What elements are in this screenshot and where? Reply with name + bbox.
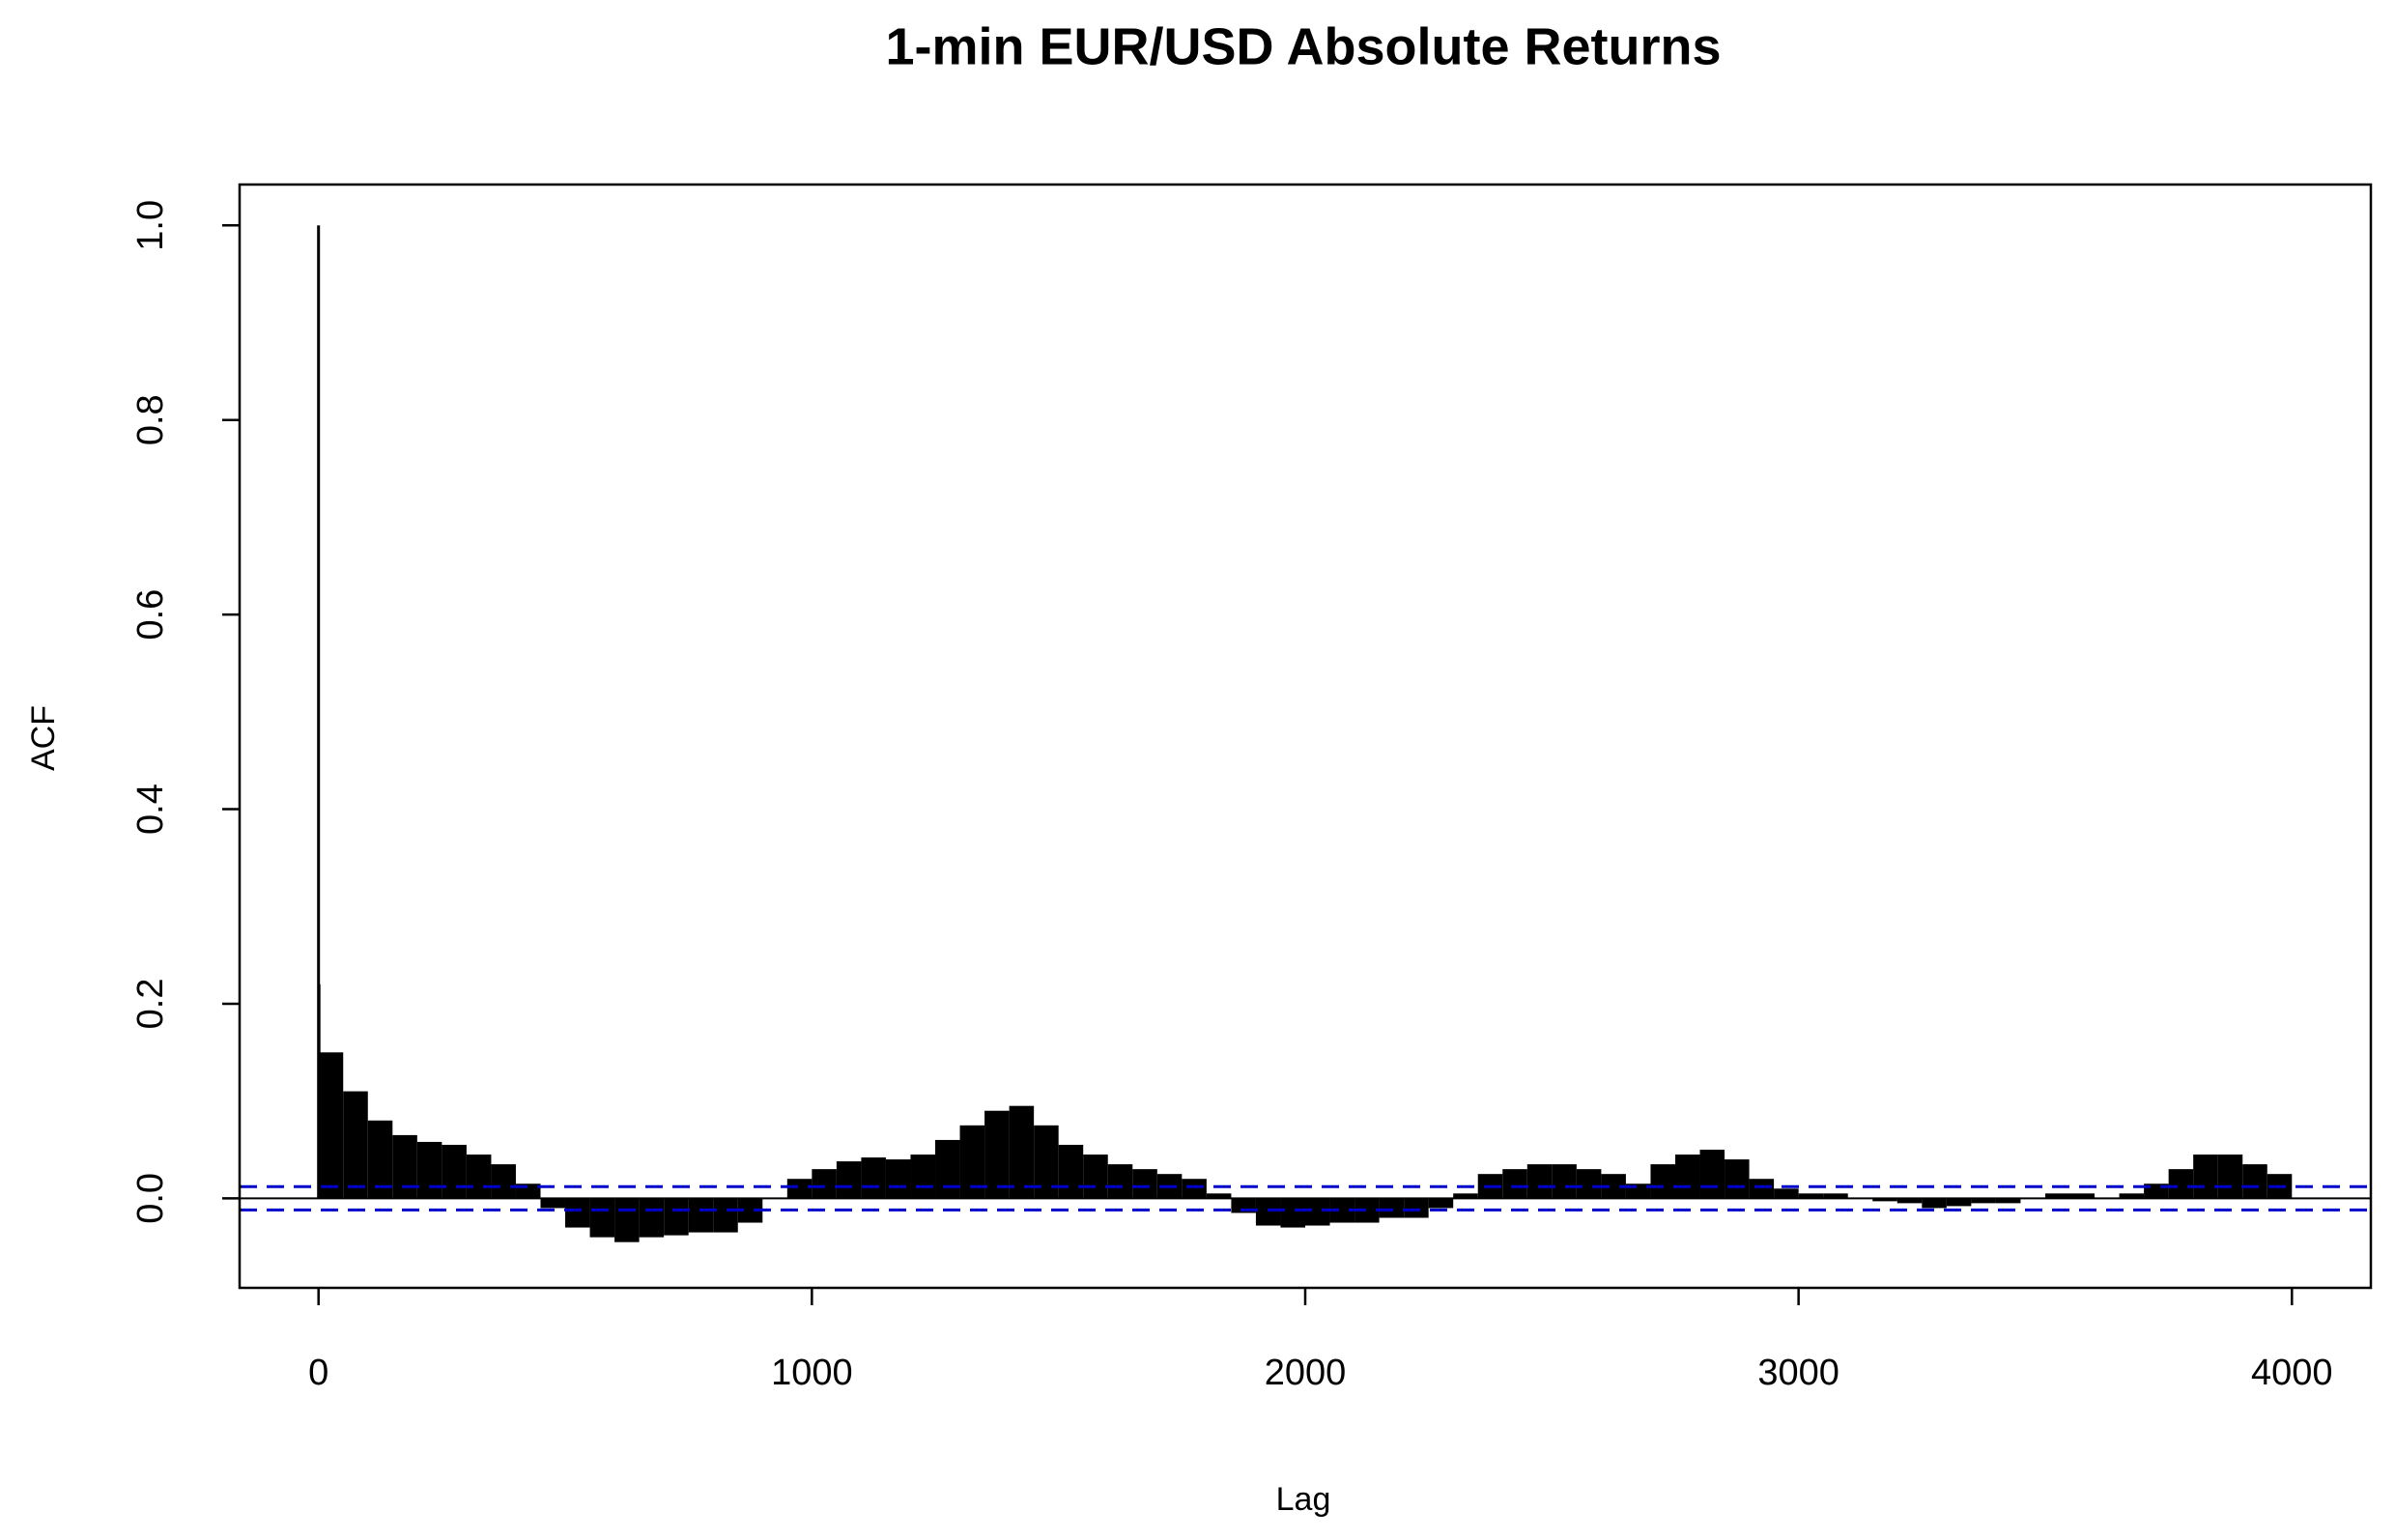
acf-bar — [713, 1198, 738, 1233]
chart-title: 1-min EUR/USD Absolute Returns — [885, 17, 1721, 75]
acf-bar — [1526, 1164, 1553, 1199]
acf-bar — [589, 1198, 615, 1238]
acf-bar — [317, 225, 321, 1199]
acf-bar — [1971, 1198, 1996, 1204]
acf-bar — [688, 1198, 714, 1233]
acf-bar — [639, 1198, 665, 1238]
acf-bar — [1404, 1198, 1429, 1218]
acf-bar — [1798, 1193, 1824, 1199]
acf-bar — [392, 1134, 417, 1199]
y-axis-label: ACF — [25, 705, 62, 771]
acf-bar — [2193, 1155, 2218, 1199]
acf-bar — [1058, 1144, 1084, 1199]
acf-bar — [1552, 1164, 1577, 1199]
acf-bar — [540, 1198, 566, 1209]
acf-bar — [1107, 1164, 1133, 1199]
acf-bar — [2069, 1193, 2096, 1199]
acf-bar — [1872, 1198, 1897, 1202]
x-tick-label: 1000 — [771, 1353, 853, 1393]
acf-bar — [1896, 1198, 1923, 1204]
acf-bar — [1674, 1155, 1700, 1199]
acf-bar — [1280, 1198, 1305, 1228]
acf-bar — [2044, 1193, 2070, 1199]
acf-bar — [1255, 1198, 1281, 1226]
acf-bar — [565, 1198, 590, 1228]
acf-bar — [1206, 1193, 1232, 1199]
y-tick-label: 0.4 — [130, 784, 171, 835]
acf-bar — [1132, 1169, 1157, 1199]
acf-bar — [2168, 1169, 2194, 1199]
plot-frame — [238, 183, 2373, 1290]
x-axis-label: Lag — [1276, 1481, 1331, 1518]
acf-bar — [664, 1198, 689, 1236]
acf-bar — [1995, 1198, 2021, 1204]
acf-bar — [1749, 1179, 1775, 1199]
x-tick-label: 4000 — [2251, 1353, 2333, 1393]
acf-bar — [319, 1052, 344, 1199]
acf-bar — [910, 1155, 936, 1199]
x-tick-label: 2000 — [1265, 1353, 1347, 1393]
acf-bar — [1305, 1198, 1330, 1226]
acf-bar — [1502, 1169, 1527, 1199]
acf-bar — [1428, 1198, 1454, 1209]
acf-bar — [442, 1144, 467, 1199]
acf-bar — [812, 1169, 837, 1199]
y-tick-label: 0.2 — [130, 979, 171, 1030]
acf-bar — [1009, 1105, 1035, 1199]
acf-bar — [1946, 1198, 1972, 1207]
acf-bar — [1453, 1193, 1478, 1199]
acf-bar — [984, 1110, 1010, 1199]
acf-bar — [614, 1198, 640, 1242]
acf-bar — [491, 1164, 516, 1199]
acf-bar — [2242, 1164, 2267, 1199]
acf-bar — [1699, 1149, 1725, 1199]
acf-bar — [2217, 1155, 2243, 1199]
acf-bar — [836, 1161, 862, 1199]
x-tick-label: 3000 — [1757, 1353, 1839, 1393]
y-tick-label: 0.0 — [130, 1173, 171, 1224]
acf-bar — [1725, 1159, 1750, 1199]
acf-bar — [2119, 1193, 2145, 1199]
acf-bar — [343, 1091, 368, 1199]
y-tick-label: 0.8 — [130, 394, 171, 445]
acf-bar — [1379, 1198, 1405, 1218]
acf-bar — [935, 1139, 960, 1199]
acf-bar — [1182, 1179, 1207, 1199]
x-tick-label: 0 — [308, 1353, 328, 1393]
acf-bar — [1774, 1188, 1799, 1199]
acf-bar — [786, 1179, 813, 1199]
acf-bar — [1922, 1198, 1947, 1209]
acf-bar — [466, 1155, 492, 1199]
acf-bar — [1576, 1169, 1602, 1199]
y-tick-label: 1.0 — [130, 200, 171, 251]
acf-bar — [861, 1157, 886, 1199]
y-tick-label: 0.6 — [130, 589, 171, 641]
acf-bar — [1083, 1155, 1108, 1199]
acf-bar — [416, 1141, 442, 1199]
acf-bar — [1650, 1164, 1675, 1199]
acf-bar — [885, 1159, 911, 1199]
acf-bar — [1823, 1193, 1848, 1199]
